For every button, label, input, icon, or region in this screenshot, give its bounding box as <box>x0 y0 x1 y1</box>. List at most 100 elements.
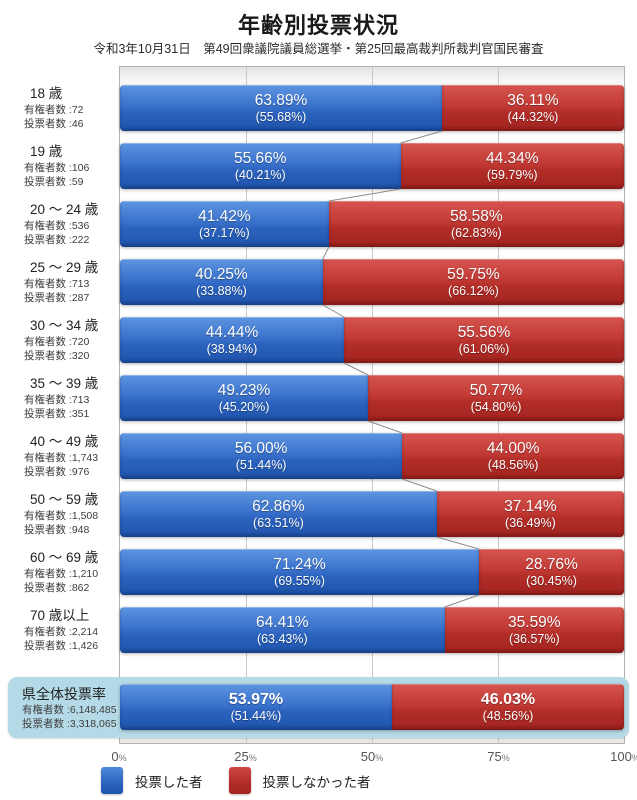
voted-bar-segment: 55.66% (40.21%) <box>120 143 401 189</box>
eligible-count: 有権者数 :1,210 <box>24 568 99 580</box>
not-voted-bar-segment: 44.34% (59.79%) <box>400 143 624 189</box>
voted-previous-percentage: (45.20%) <box>218 399 270 414</box>
prefecture-total-row: 県全体投票率 有権者数 :6,148,485 投票者数 :3,318,065 5… <box>8 677 629 738</box>
not-voted-previous-percentage: (36.49%) <box>505 515 556 530</box>
age-group-row: 40 ～ 49 歳 有権者数 :1,743 投票者数 :976 56.00% (… <box>0 433 637 479</box>
not-voted-percentage: 28.76% <box>525 555 578 573</box>
eligible-count: 有権者数 :720 <box>24 336 90 348</box>
voted-bar-segment: 44.44% (38.94%) <box>120 317 344 363</box>
voted-previous-percentage: (63.51%) <box>253 515 304 530</box>
age-label: 30 ～ 34 歳 <box>30 318 99 333</box>
voted-previous-percentage: (40.21%) <box>234 167 286 182</box>
voted-bar-segment: 62.86% (63.51%) <box>120 491 437 537</box>
age-label: 35 ～ 39 歳 <box>30 376 99 391</box>
not-voted-bar-segment: 36.11% (44.32%) <box>442 85 624 131</box>
voted-previous-percentage: (55.68%) <box>255 109 307 124</box>
total-not-voted-previous-percentage: (48.56%) <box>482 708 534 723</box>
x-axis-tick: 50% <box>360 749 384 764</box>
voted-bar-segment: 63.89% (55.68%) <box>120 85 442 131</box>
row-label-block: 50 ～ 59 歳 有権者数 :1,508 投票者数 :948 <box>24 489 116 539</box>
row-label-block: 19 歳 有権者数 :106 投票者数 :59 <box>24 141 116 191</box>
voters-count: 投票者数 :976 <box>24 466 90 478</box>
voters-count: 投票者数 :862 <box>24 582 90 594</box>
not-voted-previous-percentage: (54.80%) <box>470 399 522 414</box>
eligible-count: 有権者数 :1,508 <box>24 510 99 522</box>
not-voted-previous-percentage: (48.56%) <box>487 457 539 472</box>
voted-percentage: 64.41% <box>256 613 309 631</box>
not-voted-percentage: 55.56% <box>457 323 511 341</box>
voted-percentage: 44.44% <box>205 323 259 341</box>
age-label: 20 ～ 24 歳 <box>30 202 99 217</box>
row-label-block: 20 ～ 24 歳 有権者数 :536 投票者数 :222 <box>24 199 116 249</box>
voted-percentage: 63.89% <box>254 91 308 109</box>
voters-count: 投票者数 :46 <box>24 118 84 130</box>
not-voted-previous-percentage: (36.57%) <box>508 631 560 646</box>
not-voted-bar-segment: 58.58% (62.83%) <box>328 201 624 247</box>
not-voted-percentage: 37.14% <box>504 497 557 515</box>
total-not-voted-percentage: 46.03% <box>480 690 536 708</box>
voted-percentage: 71.24% <box>273 555 326 573</box>
row-label-block: 70 歳以上 有権者数 :2,214 投票者数 :1,426 <box>24 605 116 655</box>
not-voted-bar-segment: 59.75% (66.12%) <box>322 259 624 305</box>
not-voted-bar-segment: 50.77% (54.80%) <box>368 375 624 421</box>
total-label-block: 県全体投票率 有権者数 :6,148,485 投票者数 :3,318,065 <box>22 683 117 733</box>
voters-count: 投票者数 :351 <box>24 408 90 420</box>
age-label: 19 歳 <box>30 144 63 159</box>
total-voters-count: 投票者数 :3,318,065 <box>22 718 117 730</box>
eligible-count: 有権者数 :536 <box>24 220 90 232</box>
eligible-count: 有権者数 :713 <box>24 278 90 290</box>
age-label: 25 ～ 29 歳 <box>30 260 99 275</box>
x-axis-tick: 100% <box>610 749 637 764</box>
age-label: 60 ～ 69 歳 <box>30 550 99 565</box>
not-voted-previous-percentage: (61.06%) <box>458 341 510 356</box>
eligible-count: 有権者数 :106 <box>24 162 90 174</box>
voted-percentage: 49.23% <box>217 381 271 399</box>
x-axis-tick: 0% <box>111 749 127 764</box>
age-group-row: 30 ～ 34 歳 有権者数 :720 投票者数 :320 44.44% (38… <box>0 317 637 363</box>
not-voted-percentage: 58.58% <box>450 207 503 225</box>
row-label-block: 18 歳 有権者数 :72 投票者数 :46 <box>24 83 116 133</box>
stacked-bar: 62.86% (63.51%) 37.14% (36.49%) <box>120 491 624 537</box>
legend-label: 投票しなかった者 <box>262 774 371 790</box>
total-stacked-bar: 53.97% (51.44%) 46.03% (48.56%) <box>120 684 624 730</box>
not-voted-bar-segment: 44.00% (48.56%) <box>402 433 624 479</box>
not-voted-previous-percentage: (62.83%) <box>451 225 502 240</box>
voted-percentage: 40.25% <box>195 265 248 283</box>
age-label: 18 歳 <box>30 86 63 101</box>
chart-subtitle: 令和3年10月31日 第49回衆議院議員総選挙・第25回最高裁判所裁判官国民審査 <box>93 42 544 56</box>
voters-count: 投票者数 :287 <box>24 292 90 304</box>
voted-percentage: 41.42% <box>198 207 251 225</box>
voters-count: 投票者数 :320 <box>24 350 90 362</box>
row-label-block: 25 ～ 29 歳 有権者数 :713 投票者数 :287 <box>24 257 116 307</box>
voted-swatch-icon <box>101 767 123 794</box>
stacked-bar: 40.25% (33.88%) 59.75% (66.12%) <box>120 259 624 305</box>
eligible-count: 有権者数 :713 <box>24 394 90 406</box>
voted-previous-percentage: (37.17%) <box>199 225 250 240</box>
age-group-row: 70 歳以上 有権者数 :2,214 投票者数 :1,426 64.41% (6… <box>0 607 637 653</box>
voted-previous-percentage: (51.44%) <box>235 457 287 472</box>
stacked-bar: 63.89% (55.68%) 36.11% (44.32%) <box>120 85 624 131</box>
not-voted-percentage: 44.00% <box>486 439 540 457</box>
voted-previous-percentage: (69.55%) <box>274 573 325 588</box>
voted-percentage: 56.00% <box>234 439 288 457</box>
stacked-bar: 64.41% (63.43%) 35.59% (36.57%) <box>120 607 624 653</box>
not-voted-bar-segment: 37.14% (36.49%) <box>436 491 624 537</box>
legend-item-not_voted: 投票しなかった者 <box>228 767 371 794</box>
voted-percentage: 55.66% <box>233 149 287 167</box>
stacked-bar: 41.42% (37.17%) 58.58% (62.83%) <box>120 201 624 247</box>
voters-count: 投票者数 :1,426 <box>24 640 99 652</box>
stacked-bar: 56.00% (51.44%) 44.00% (48.56%) <box>120 433 624 479</box>
voters-count: 投票者数 :59 <box>24 176 84 188</box>
eligible-count: 有権者数 :1,743 <box>24 452 99 464</box>
not-voted-percentage: 35.59% <box>508 613 561 631</box>
not-voted-percentage: 36.11% <box>507 91 559 109</box>
age-group-row: 25 ～ 29 歳 有権者数 :713 投票者数 :287 40.25% (33… <box>0 259 637 305</box>
row-label-block: 60 ～ 69 歳 有権者数 :1,210 投票者数 :862 <box>24 547 116 597</box>
total-label: 県全体投票率 <box>22 686 106 702</box>
voted-bar-segment: 40.25% (33.88%) <box>120 259 323 305</box>
not-voted-previous-percentage: (66.12%) <box>448 283 499 298</box>
age-group-row: 60 ～ 69 歳 有権者数 :1,210 投票者数 :862 71.24% (… <box>0 549 637 595</box>
voted-bar-segment: 56.00% (51.44%) <box>120 433 403 479</box>
total-voted-percentage: 53.97% <box>228 690 284 708</box>
row-label-block: 40 ～ 49 歳 有権者数 :1,743 投票者数 :976 <box>24 431 116 481</box>
